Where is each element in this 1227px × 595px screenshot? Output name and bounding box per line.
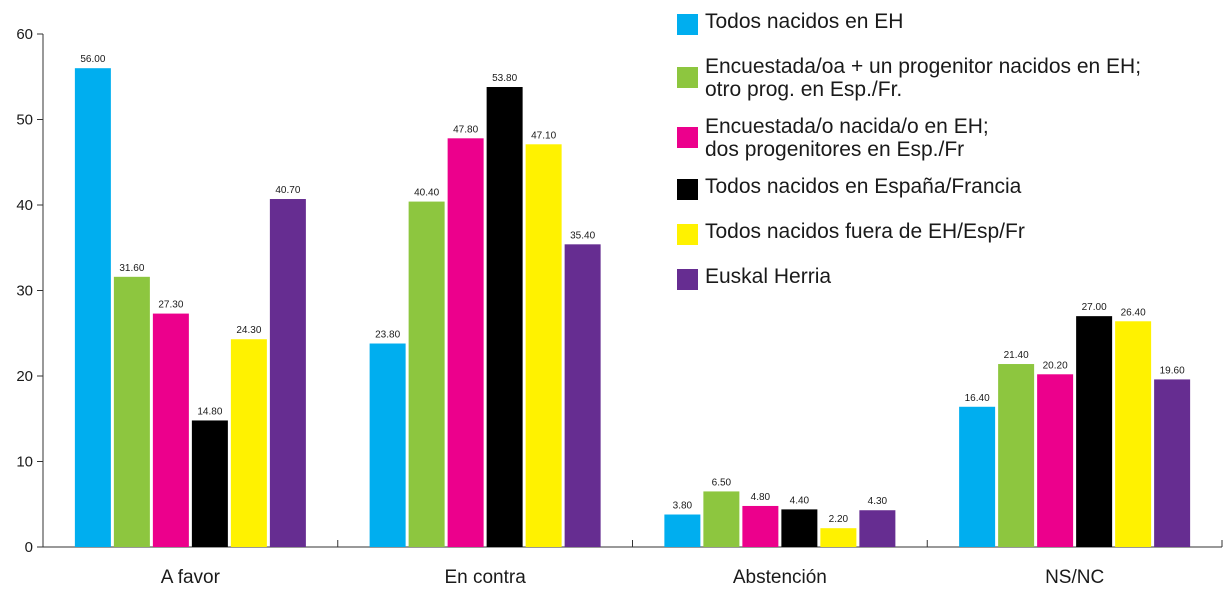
bar [1154,379,1191,547]
data-label: 19.60 [1160,365,1185,376]
bar [191,420,228,547]
data-label: 4.30 [868,496,888,507]
legend-swatch [677,127,698,148]
bar [1076,316,1113,547]
bar [959,406,996,547]
bar [230,339,267,547]
data-label: 21.40 [1004,350,1029,361]
x-category-label: A favor [161,567,221,588]
legend-label: Todos nacidos fuera de EH/Esp/Fr [705,220,1025,243]
bar [742,505,779,547]
legend-item: Encuestada/o nacida/o en EH; dos progenit… [677,115,1225,161]
bar [1037,374,1074,547]
bar [1115,321,1152,547]
data-label: 35.40 [570,230,595,241]
data-label: 2.20 [829,514,849,525]
x-category-label: En contra [444,567,526,588]
legend-label: otro prog. en Esp./Fr. [705,78,903,101]
data-labels: 56.00 31.60 27.30 14.80 24.30 40.70 23.80 40.40… [80,54,1185,525]
legend-item: Encuestada/oa + un progenitor nacidos en… [677,55,1225,101]
bar [408,201,445,547]
data-label: 27.30 [158,300,183,311]
data-label: 31.60 [119,263,144,274]
legend-label: Todos nacidos en EH [705,10,904,33]
data-label: 3.80 [673,501,693,512]
data-label: 4.80 [751,492,771,503]
legend-item: Todos nacidos fuera de EH/Esp/Fr [677,220,1225,245]
legend-label: Todos nacidos en España/Francia [705,175,1022,198]
data-label: 56.00 [80,54,105,65]
y-tick-label: 40 [16,197,33,214]
legend-item: Euskal Herria [677,265,1225,290]
data-label: 40.40 [414,188,439,199]
data-label: 23.80 [375,330,400,341]
bars [74,68,1191,548]
data-label: 27.00 [1082,302,1107,313]
bar [152,313,189,547]
data-label: 47.80 [453,124,478,135]
legend-swatch [677,224,698,245]
bar [74,68,111,547]
legend-label: Euskal Herria [705,265,832,288]
legend-swatch [677,179,698,200]
bar [859,510,896,547]
data-label: 47.10 [531,130,556,141]
legend-label: Encuestada/oa + un progenitor nacidos en… [705,55,1142,78]
data-label: 14.80 [197,406,222,417]
bar [486,87,523,547]
data-label: 24.30 [236,325,261,336]
y-tick-label: 0 [25,539,33,556]
bar [703,491,740,547]
data-label: 20.20 [1043,360,1068,371]
axes: 0 10 20 30 40 50 60 A favor En contra Abstención N… [16,26,1223,588]
bar [781,509,818,547]
data-label: 16.40 [965,393,990,404]
bar [664,514,701,547]
y-tick-label: 50 [16,112,33,129]
bar [820,528,857,547]
legend-swatch [677,269,698,290]
legend-label: dos progenitores en Esp./Fr [705,138,965,161]
y-tick-label: 20 [16,368,33,385]
data-label: 40.70 [275,185,300,196]
y-tick-label: 10 [16,454,33,471]
x-category-label: NS/NC [1045,567,1104,588]
data-label: 26.40 [1121,307,1146,318]
legend-item: Todos nacidos en EH [677,10,1225,35]
y-tick-label: 30 [16,283,33,300]
bar [525,144,562,548]
bar [269,199,306,547]
bar [113,276,150,547]
bar [369,343,406,547]
legend: Todos nacidos en EH Encuestada/oa + un pr… [677,10,1225,310]
data-label: 4.40 [790,495,810,506]
legend-item: Todos nacidos en España/Francia [677,175,1225,200]
x-category-label: Abstención [733,567,827,588]
legend-swatch [677,67,698,88]
y-tick-label: 60 [16,26,33,43]
data-label: 53.80 [492,73,517,84]
bar [564,244,601,547]
bar [447,138,484,547]
bar [998,364,1035,547]
data-label: 6.50 [712,477,732,488]
legend-swatch [677,14,698,35]
legend-label: Encuestada/o nacida/o en EH; [705,115,989,138]
